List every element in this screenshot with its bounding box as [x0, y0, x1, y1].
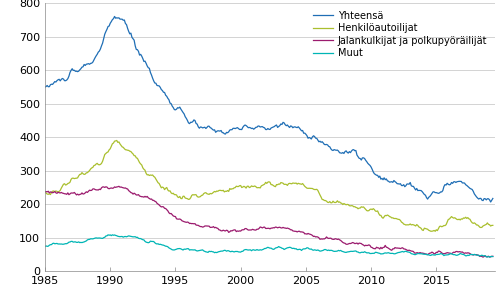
Line: Muut: Muut	[45, 235, 493, 257]
Line: Henkilöautoilijat: Henkilöautoilijat	[45, 140, 493, 231]
Jalankulkijat ja polkupyöräilijät	[398, 246, 404, 250]
Henkilöautoilijat	[398, 220, 404, 224]
Muut	[462, 253, 468, 257]
Henkilöautoilijat	[350, 204, 356, 208]
Henkilöautoilijat	[146, 173, 152, 176]
Muut	[88, 237, 94, 241]
Jalankulkijat ja polkupyöräilijät	[350, 241, 356, 244]
Muut	[146, 241, 152, 245]
Yhteensä	[112, 14, 117, 18]
Yhteensä	[490, 197, 496, 200]
Henkilöautoilijat	[462, 215, 468, 219]
Yhteensä	[42, 85, 48, 89]
Muut	[398, 250, 404, 254]
Muut	[490, 255, 496, 258]
Yhteensä	[88, 62, 94, 65]
Muut	[42, 245, 48, 248]
Yhteensä	[146, 66, 152, 70]
Henkilöautoilijat	[490, 224, 496, 227]
Jalankulkijat ja polkupyöräilijät	[88, 189, 94, 192]
Jalankulkijat ja polkupyöräilijät	[146, 196, 152, 200]
Jalankulkijat ja polkupyöräilijät	[480, 255, 486, 259]
Line: Jalankulkijat ja polkupyöräilijät: Jalankulkijat ja polkupyöräilijät	[45, 186, 493, 257]
Yhteensä	[462, 181, 468, 185]
Henkilöautoilijat	[88, 167, 94, 171]
Yhteensä	[304, 134, 310, 138]
Jalankulkijat ja polkupyöräilijät	[116, 184, 122, 188]
Yhteensä	[488, 200, 494, 204]
Jalankulkijat ja polkupyöräilijät	[462, 251, 468, 255]
Henkilöautoilijat	[304, 186, 310, 190]
Yhteensä	[350, 148, 356, 152]
Jalankulkijat ja polkupyöräilijät	[42, 190, 48, 193]
Jalankulkijat ja polkupyöräilijät	[490, 254, 496, 258]
Henkilöautoilijat	[114, 139, 119, 142]
Muut	[110, 233, 116, 237]
Henkilöautoilijat	[432, 229, 438, 233]
Muut	[350, 249, 356, 253]
Yhteensä	[398, 184, 404, 187]
Legend: Yhteensä, Henkilöautoilijat, Jalankulkijat ja polkupyöräilijät, Muut: Yhteensä, Henkilöautoilijat, Jalankulkij…	[310, 8, 490, 61]
Muut	[304, 246, 310, 249]
Muut	[484, 255, 490, 259]
Henkilöautoilijat	[42, 189, 48, 193]
Line: Yhteensä: Yhteensä	[45, 16, 493, 202]
Jalankulkijat ja polkupyöräilijät	[304, 232, 310, 236]
